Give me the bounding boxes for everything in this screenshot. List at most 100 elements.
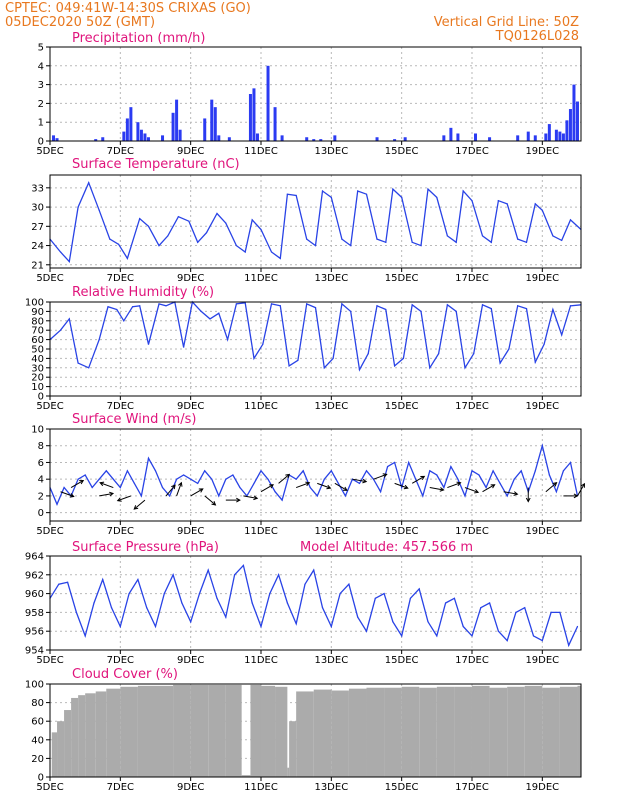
wind-arrow — [464, 487, 479, 493]
x-tick-label: 15DEC — [385, 146, 419, 157]
panel-frame — [49, 683, 582, 778]
series-point — [158, 244, 160, 247]
series-point — [436, 474, 438, 476]
series-point — [128, 593, 130, 595]
series-point — [91, 486, 93, 489]
series-point — [253, 357, 255, 359]
cloud-cover-bar — [51, 732, 58, 777]
y-tick-label: 20 — [31, 373, 44, 384]
series-point — [374, 597, 376, 599]
series-point — [367, 353, 369, 355]
precipitation-bar — [533, 135, 537, 141]
cloud-cover-bar — [366, 687, 385, 777]
series-point — [385, 241, 387, 243]
y-tick-label: 10 — [31, 382, 44, 393]
cloud-cover-bar — [577, 685, 581, 777]
series-point — [177, 216, 179, 218]
series-point — [139, 305, 141, 307]
x-tick-label: 19DEC — [525, 146, 559, 157]
series-point — [555, 491, 557, 493]
series-point — [385, 308, 387, 311]
wind-arrow-head — [326, 484, 332, 490]
series-point — [357, 190, 359, 192]
series-point — [350, 310, 352, 312]
x-tick-label: 13DEC — [314, 526, 348, 537]
series-point — [436, 196, 438, 199]
wind-arrow — [545, 482, 557, 493]
series-point — [429, 470, 431, 472]
x-tick-label: 19DEC — [525, 273, 559, 284]
cloud-cover-bar — [275, 686, 288, 777]
series-point — [383, 593, 385, 595]
precipitation-bar — [393, 139, 397, 141]
precipitation-bar — [122, 131, 126, 141]
y-tick-label: 954 — [25, 646, 44, 657]
wind-arrow — [176, 482, 182, 497]
series-point — [102, 578, 104, 581]
wind-arrow — [117, 495, 132, 502]
series-point — [77, 206, 79, 208]
precipitation-bar — [125, 118, 129, 141]
y-tick-label: 4 — [38, 475, 44, 486]
series-point — [205, 232, 208, 234]
series-point — [77, 362, 79, 364]
x-tick-label: 9DEC — [177, 655, 204, 666]
series-point — [107, 306, 109, 308]
series-point — [576, 625, 579, 628]
wind-arrow-head — [285, 473, 291, 479]
y-tick-label: 10 — [31, 425, 44, 436]
model-altitude: Model Altitude: 457.566 m — [300, 540, 473, 555]
series-point — [445, 602, 447, 604]
wind-arrow-head — [253, 495, 259, 501]
precipitation-bar — [101, 137, 105, 141]
series-point — [569, 305, 572, 307]
precipitation-bar — [565, 120, 569, 141]
series-point — [394, 461, 396, 464]
precipitation-bar — [403, 137, 407, 141]
wind-arrow-head — [116, 497, 122, 502]
series-point — [295, 623, 297, 625]
series-point — [506, 640, 508, 642]
series-point — [392, 188, 394, 190]
cloud-cover-bar — [436, 686, 455, 777]
x-tick-label: 17DEC — [455, 655, 489, 666]
series-point — [492, 470, 494, 472]
x-tick-label: 9DEC — [177, 273, 204, 284]
series-point — [499, 482, 501, 484]
series-point — [225, 616, 227, 618]
series-point — [497, 630, 499, 632]
cloud-cover-bar — [64, 710, 72, 777]
series-point — [244, 302, 246, 304]
y-tick-label: 2 — [38, 491, 44, 502]
series-point — [490, 241, 492, 243]
series-point — [260, 228, 262, 231]
precipitation-bar — [266, 65, 270, 141]
series-point — [316, 495, 318, 497]
series-point — [163, 593, 165, 595]
wind-arrow — [295, 482, 310, 489]
series-point — [365, 630, 368, 632]
series-point — [218, 495, 220, 497]
series-point — [172, 574, 174, 576]
x-tick-label: 19DEC — [525, 401, 559, 412]
series-point — [274, 491, 276, 493]
x-tick-label: 17DEC — [455, 526, 489, 537]
cloud-cover-bar — [296, 691, 314, 777]
x-tick-label: 9DEC — [177, 146, 204, 157]
series-point — [481, 304, 484, 306]
y-tick-label: 0 — [38, 137, 44, 148]
x-tick-label: 15DEC — [385, 273, 419, 284]
series-point — [357, 616, 359, 618]
y-tick-label: 962 — [25, 570, 44, 581]
series-point — [379, 491, 382, 493]
y-tick-label: 0 — [38, 773, 44, 784]
cloud-cover-bar — [137, 685, 156, 777]
cloud-cover-bar — [173, 684, 191, 777]
series-point — [225, 478, 227, 480]
cloud-cover-bar — [78, 695, 86, 777]
cloud-cover-bar — [250, 684, 261, 777]
series-point — [323, 478, 325, 480]
x-tick-label: 7DEC — [107, 655, 134, 666]
series-point — [481, 235, 484, 237]
